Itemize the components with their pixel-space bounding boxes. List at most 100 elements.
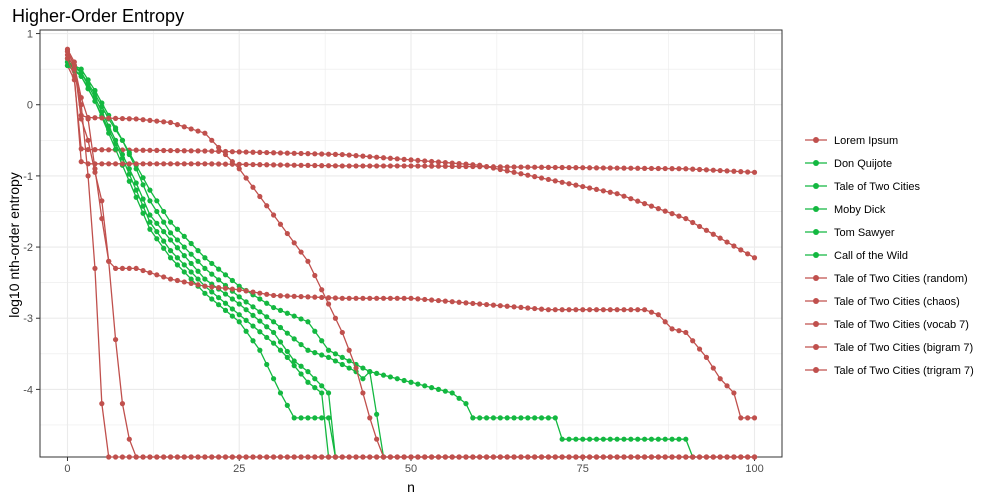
data-point — [167, 119, 174, 126]
data-point — [229, 306, 235, 312]
data-point — [174, 161, 181, 167]
data-point — [552, 454, 558, 460]
data-point — [635, 198, 641, 204]
data-point — [99, 198, 105, 204]
data-point — [174, 122, 181, 128]
data-point — [126, 116, 132, 122]
data-point — [353, 365, 359, 371]
legend-item[interactable]: Tale of Two Cities — [805, 181, 921, 193]
data-point — [298, 249, 304, 255]
legend[interactable]: Lorem Ipsum Don Quijote Tale of Two Cities… — [805, 135, 974, 377]
data-point — [325, 347, 332, 353]
x-tick-label: 25 — [233, 463, 245, 475]
data-point — [641, 307, 648, 313]
data-point — [291, 415, 297, 421]
data-point — [566, 164, 572, 171]
legend-item[interactable]: Tale of Two Cities (vocab 7) — [805, 319, 969, 331]
data-point — [339, 354, 345, 360]
data-point — [167, 230, 174, 236]
data-point — [202, 276, 208, 282]
data-point — [724, 239, 730, 245]
data-point — [209, 296, 215, 302]
data-point — [374, 154, 380, 160]
legend-item[interactable]: Call of the Wild — [805, 250, 908, 262]
data-point — [85, 173, 91, 179]
data-point — [374, 436, 380, 442]
data-point — [518, 164, 524, 170]
data-point — [655, 436, 661, 442]
data-point — [600, 307, 606, 313]
data-point — [181, 244, 187, 250]
data-point — [724, 168, 730, 174]
data-point — [64, 48, 71, 54]
data-point — [209, 271, 215, 277]
data-point — [85, 114, 91, 121]
data-point — [264, 300, 270, 306]
data-point — [167, 255, 174, 261]
data-point — [298, 371, 304, 377]
data-point — [154, 220, 160, 226]
legend-item[interactable]: Tale of Two Cities (trigram 7) — [805, 365, 974, 377]
data-point — [724, 383, 730, 389]
data-point — [614, 165, 620, 171]
data-point — [284, 348, 290, 355]
data-point — [696, 166, 703, 173]
data-point — [298, 316, 304, 322]
data-point — [277, 347, 284, 353]
legend-item[interactable]: Moby Dick — [805, 204, 886, 216]
data-point — [545, 307, 552, 313]
data-point — [216, 285, 222, 291]
data-point — [463, 300, 469, 306]
data-point — [174, 148, 181, 154]
data-point — [243, 317, 249, 323]
data-point — [270, 162, 277, 168]
legend-item[interactable]: Don Quijote — [805, 158, 892, 170]
data-point — [119, 161, 126, 167]
data-point — [195, 282, 201, 288]
data-point — [600, 188, 606, 194]
data-point — [683, 454, 689, 460]
data-point — [325, 163, 332, 169]
data-point — [140, 117, 146, 123]
data-point — [635, 454, 641, 460]
data-point — [477, 454, 483, 460]
data-point — [236, 454, 242, 460]
legend-key-point — [813, 344, 819, 350]
data-point — [429, 163, 435, 169]
data-point — [600, 436, 606, 442]
y-axis: 1 0 -1 -2 -3 -4 — [23, 29, 40, 396]
data-point — [710, 167, 716, 173]
legend-label: Lorem Ipsum — [834, 135, 898, 147]
data-point — [174, 237, 181, 243]
data-point — [408, 295, 414, 301]
data-point — [216, 148, 222, 154]
data-point — [745, 454, 751, 460]
data-point — [545, 415, 552, 421]
data-point — [147, 147, 153, 153]
data-point — [325, 295, 332, 301]
data-point — [532, 415, 538, 421]
data-point — [449, 299, 455, 305]
data-point — [209, 284, 215, 290]
data-point — [648, 165, 655, 172]
data-point — [353, 454, 359, 460]
data-point — [676, 454, 682, 460]
data-point — [401, 377, 407, 384]
legend-item[interactable]: Tom Sawyer — [805, 227, 895, 239]
data-point — [284, 230, 290, 237]
legend-item[interactable]: Tale of Two Cities (bigram 7) — [805, 342, 973, 354]
data-point — [339, 454, 345, 460]
data-point — [305, 319, 311, 325]
data-point — [429, 454, 435, 460]
data-point — [140, 182, 146, 188]
legend-item[interactable]: Tale of Two Cities (random) — [805, 273, 968, 285]
data-point — [305, 369, 311, 375]
data-point — [195, 148, 201, 154]
legend-item[interactable]: Lorem Ipsum — [805, 135, 898, 147]
data-point — [442, 454, 448, 460]
legend-item[interactable]: Tale of Two Cities (chaos) — [805, 296, 960, 308]
data-point — [360, 390, 366, 396]
data-point — [593, 307, 600, 313]
series-line — [67, 58, 337, 458]
data-point — [683, 436, 689, 442]
